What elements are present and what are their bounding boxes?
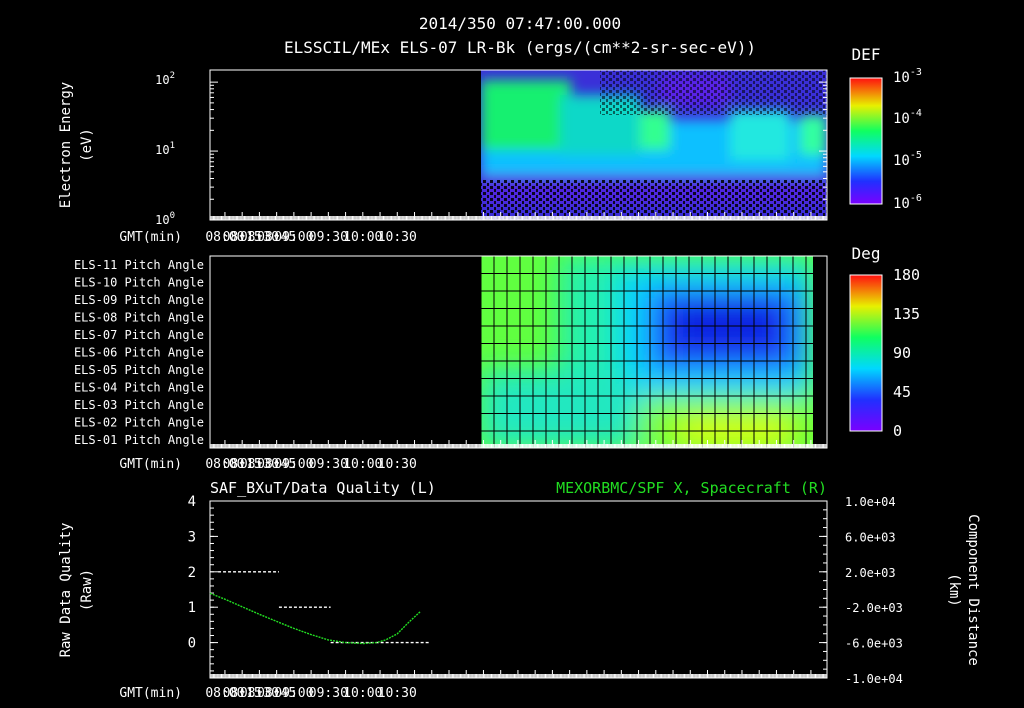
energy-x-tick-label: 10:00 [343,230,382,245]
pitch-x-tick-label: 10:30 [378,457,417,472]
pitch-row-label: ELS-02 Pitch Angle [74,416,204,430]
deg-colorbar-tick: 0 [893,422,902,440]
line-x-tick-label: 10:30 [378,686,417,701]
energy-spectrogram-image [481,70,827,220]
left-series-title: SAF_BXuT/Data Quality (L) [210,479,436,497]
right-y-ticks: 1.0e+04 6.0e+03 2.0e+03 -2.0e+03 -6.0e+03 -1.… [819,495,903,686]
energy-x-tick-label: 08:15 [223,230,262,245]
line-x-tick-label: 08:30 [240,686,279,701]
pitch-row-label: ELS-09 Pitch Angle [74,293,204,307]
line-x-ticks [210,670,827,678]
energy-x-tick-label: 08:30 [240,230,279,245]
pitch-x-tick-label: 10:00 [343,457,382,472]
line-x-tick-label: 09:30 [309,686,348,701]
energy-ytick-label: 101 [155,141,175,157]
energy-y-axis-label: Electron Energy [58,82,74,208]
def-colorbar-tick: 10-5 [893,150,922,169]
pitch-row-labels: ELS-11 Pitch Angle ELS-10 Pitch Angle ELS-… [74,258,204,447]
plot-timestamp: 2014/350 07:47:00.000 [419,14,621,33]
line-x-tick-label: 09:00 [274,686,313,701]
right-y-tick-label: -2.0e+03 [845,601,903,615]
pitch-row-label: ELS-04 Pitch Angle [74,381,204,395]
right-y-tick-label: 6.0e+03 [845,530,896,544]
data-quality-series [218,571,430,644]
left-y-tick-label: 0 [188,636,196,652]
energy-y-axis-unit: (eV) [79,128,95,162]
pitch-x-tick-label: 09:30 [309,457,348,472]
deg-colorbar-tick: 135 [893,305,920,323]
deg-colorbar-tick: 45 [893,383,911,401]
pitch-angle-panel: ELS-11 Pitch Angle ELS-10 Pitch Angle ELS-… [74,244,920,472]
left-y-tick-label: 1 [188,600,196,616]
left-y-axis-unit: (Raw) [79,569,95,611]
pitch-x-tick-label: 08:15 [223,457,262,472]
pitch-angle-image [481,256,813,448]
pitch-x-axis-label: GMT(min) [119,457,182,472]
pitch-x-ticks [210,440,827,448]
pitch-x-tick-label: 08:45 [257,457,296,472]
energy-x-axis-label: GMT(min) [119,230,182,245]
energy-x-tick-label: 10:30 [378,230,417,245]
right-y-tick-label: 2.0e+03 [845,566,896,580]
pitch-x-tick-label: 09:00 [274,457,313,472]
deg-colorbar [849,274,883,432]
left-y-axis-label: Raw Data Quality [58,523,74,658]
pitch-x-tick-label: 08:00 [205,457,244,472]
pitch-row-label: ELS-10 Pitch Angle [74,276,204,290]
line-x-tick-label: 08:45 [257,686,296,701]
deg-colorbar-ticks: 180 135 90 45 0 [893,266,920,440]
right-series-title: MEXORBMC/SPF X, Spacecraft (R) [556,479,827,497]
deg-colorbar-title: Deg [852,244,881,263]
left-y-tick-label: 3 [188,529,196,545]
energy-x-tick-label: 08:45 [257,230,296,245]
deg-colorbar-tick: 180 [893,266,920,284]
energy-spectrogram-panel: 102 101 100 Electron Energy (eV) GMT(min… [58,45,922,245]
energy-x-tick-label: 08:00 [205,230,244,245]
right-y-tick-label: -1.0e+04 [845,672,903,686]
quality-position-panel: SAF_BXuT/Data Quality (L) MEXORBMC/SPF X… [58,479,981,701]
line-x-tick-label: 08:00 [205,686,244,701]
energy-ytick-label: 100 [155,211,175,227]
right-y-tick-label: -6.0e+03 [845,637,903,651]
pitch-row-label: ELS-08 Pitch Angle [74,311,204,325]
def-colorbar-tick: 10-4 [893,108,922,127]
line-x-tick-label: 08:15 [223,686,262,701]
left-y-tick-label: 4 [188,494,196,510]
pitch-row-label: ELS-01 Pitch Angle [74,433,204,447]
deg-colorbar-tick: 90 [893,344,911,362]
pitch-row-label: ELS-03 Pitch Angle [74,398,204,412]
right-y-axis-unit: (km) [946,573,962,607]
pitch-row-label: ELS-11 Pitch Angle [74,258,204,272]
def-colorbar-tick: 10-6 [893,193,922,212]
pitch-row-label: ELS-07 Pitch Angle [74,328,204,342]
pitch-row-label: ELS-06 Pitch Angle [74,346,204,360]
left-y-tick-label: 2 [188,565,196,581]
left-y-ticks: 4 3 2 1 0 [188,494,218,679]
spacecraft-x-line [209,592,421,645]
line-x-tick-label: 10:00 [343,686,382,701]
right-y-axis-label: Component Distance [965,514,981,666]
plot-subtitle: ELSSCIL/MEx ELS-07 LR-Bk (ergs/(cm**2-sr… [284,38,756,57]
line-x-axis-label: GMT(min) [119,686,182,701]
def-colorbar-title: DEF [852,45,881,64]
energy-x-ticks [210,212,827,220]
energy-x-tick-label: 09:00 [274,230,313,245]
energy-ytick-label: 102 [155,71,175,87]
def-colorbar [849,77,883,205]
spacecraft-x-series [209,592,421,645]
pitch-row-label: ELS-05 Pitch Angle [74,363,204,377]
right-y-tick-label: 1.0e+04 [845,495,896,509]
def-colorbar-tick: 10-3 [893,67,922,86]
energy-x-tick-label: 09:30 [309,230,348,245]
pitch-x-tick-label: 08:30 [240,457,279,472]
